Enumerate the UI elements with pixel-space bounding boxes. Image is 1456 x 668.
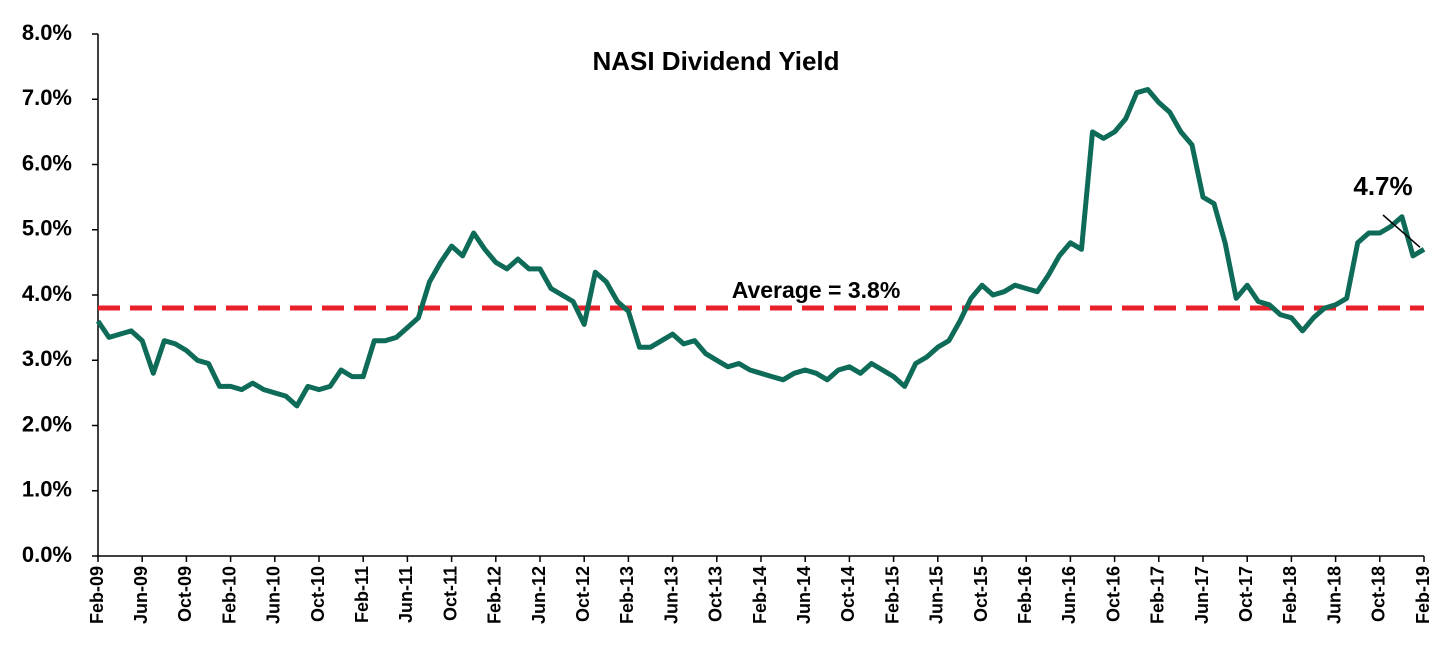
x-tick-label: Oct-15: [971, 566, 991, 622]
y-tick-label: 8.0%: [22, 20, 72, 45]
x-tick-label: Feb-17: [1148, 566, 1168, 624]
x-tick-label: Feb-10: [219, 566, 239, 624]
end-pointer: [1382, 214, 1421, 248]
average-label: Average = 3.8%: [732, 277, 901, 303]
y-tick-label: 1.0%: [22, 477, 72, 502]
x-tick-label: Jun-15: [927, 566, 947, 624]
x-tick-label: Jun-16: [1059, 566, 1079, 624]
y-tick-label: 0.0%: [22, 542, 72, 567]
y-tick-label: 2.0%: [22, 411, 72, 436]
x-tick-label: Oct-18: [1369, 566, 1389, 622]
y-tick-label: 4.0%: [22, 281, 72, 306]
x-tick-label: Oct-14: [838, 566, 858, 622]
x-tick-label: Jun-11: [396, 566, 416, 623]
y-tick-label: 7.0%: [22, 85, 72, 110]
x-tick-label: Jun-18: [1324, 566, 1344, 624]
x-tick-label: Oct-11: [440, 566, 460, 621]
y-tick-label: 5.0%: [22, 216, 72, 241]
x-tick-label: Oct-17: [1236, 566, 1256, 622]
x-tick-label: Oct-09: [175, 566, 195, 622]
x-tick-label: Feb-16: [1015, 566, 1035, 624]
x-tick-label: Jun-09: [131, 566, 151, 624]
x-tick-label: Feb-09: [87, 566, 107, 624]
x-tick-label: Feb-14: [750, 566, 770, 624]
x-tick-label: Feb-12: [485, 566, 505, 624]
x-tick-label: Jun-14: [794, 566, 814, 624]
x-tick-label: Feb-11: [352, 566, 372, 623]
x-tick-label: Jun-10: [264, 566, 284, 624]
x-tick-label: Jun-12: [529, 566, 549, 624]
x-tick-label: Feb-18: [1280, 566, 1300, 624]
x-tick-label: Jun-17: [1192, 566, 1212, 624]
x-tick-label: Oct-12: [573, 566, 593, 622]
line: [95, 87, 1426, 409]
x-tick-label: Feb-15: [882, 566, 902, 624]
end-label: 4.7%: [1353, 171, 1412, 201]
x-tick-label: Oct-10: [308, 566, 328, 622]
y-tick-label: 6.0%: [22, 150, 72, 175]
x-tick-label: Oct-16: [1103, 566, 1123, 622]
x-tick-label: Feb-13: [617, 566, 637, 624]
x-tick-label: Oct-13: [706, 566, 726, 622]
chart-title: NASI Dividend Yield: [592, 46, 839, 76]
y-tick-label: 3.0%: [22, 346, 72, 371]
x-tick-label: Feb-19: [1413, 566, 1433, 624]
x-tick-label: Jun-13: [661, 566, 681, 624]
